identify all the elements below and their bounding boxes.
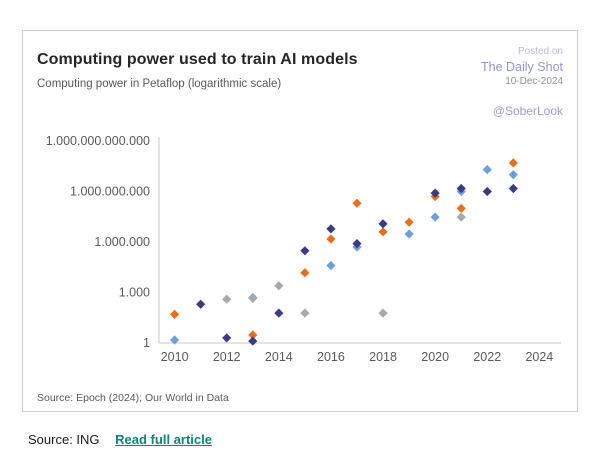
series-navy-point xyxy=(430,188,440,198)
x-tick-label: 2024 xyxy=(525,350,553,364)
y-tick-label: 1.000.000 xyxy=(94,235,150,249)
title-block: Computing power used to train AI models … xyxy=(37,45,358,90)
series-light-blue-point xyxy=(508,170,518,180)
posted-on-label: Posted on xyxy=(517,46,563,57)
series-navy-point xyxy=(248,336,258,346)
series-orange-point xyxy=(404,217,414,227)
series-gray-point xyxy=(274,281,284,291)
series-navy-point xyxy=(352,239,362,249)
series-navy-point xyxy=(300,246,310,256)
series-gray-point xyxy=(248,293,258,304)
series-gray-point xyxy=(456,212,466,222)
x-tick-label: 2014 xyxy=(265,350,293,364)
source-label: Source: ING xyxy=(28,432,100,447)
series-navy-point xyxy=(482,186,492,197)
series-navy-point xyxy=(274,308,284,318)
x-tick-label: 2016 xyxy=(317,350,345,364)
series-orange-point xyxy=(352,198,362,208)
series-orange-point xyxy=(378,227,388,237)
chart-title: Computing power used to train AI models xyxy=(37,51,358,68)
series-navy-point xyxy=(508,183,518,194)
series-orange-point xyxy=(508,158,518,168)
y-tick-label: 1 xyxy=(143,336,150,350)
series-orange-point xyxy=(300,268,310,278)
series-light-blue-point xyxy=(482,165,492,175)
y-tick-label: 1.000.000.000.000 xyxy=(46,134,150,148)
series-light-blue-point xyxy=(430,212,440,222)
y-tick-label: 1.000.000.000 xyxy=(70,185,150,199)
chart-subtitle: Computing power in Petaflop (logarithmic… xyxy=(37,78,282,90)
chart-card: Computing power used to train AI models … xyxy=(22,30,578,412)
chart-area: 1 1.000 1.000.000 1.000.000.000 1.000.000.00… xyxy=(37,129,563,386)
series-orange-point xyxy=(170,309,180,320)
posted-date: 10-Dec-2024 xyxy=(505,76,563,88)
card-header: Computing power used to train AI models … xyxy=(37,45,563,119)
sober-look-handle: @SoberLook xyxy=(492,103,563,118)
read-full-article-link[interactable]: Read full article xyxy=(115,432,212,447)
series-light-blue-point xyxy=(326,260,336,271)
x-tick-label: 2010 xyxy=(161,350,189,364)
series-light-blue-point xyxy=(404,229,414,239)
x-tick-label: 2012 xyxy=(213,350,241,364)
x-tick-label: 2018 xyxy=(369,350,397,364)
series-navy-point xyxy=(196,299,206,309)
bottom-source-row: Source: ING Read full article xyxy=(28,432,212,447)
series-navy-point xyxy=(456,183,466,194)
chart-source-note: Source: Epoch (2024); Our World in Data xyxy=(37,392,229,405)
posted-block: Posted on The Daily Shot 10-Dec-2024 @So… xyxy=(481,45,563,119)
scatter-chart: 1 1.000 1.000.000 1.000.000.000 1.000.000.00… xyxy=(46,134,561,364)
series-orange-point xyxy=(456,203,466,213)
x-tick-label: 2020 xyxy=(421,350,449,364)
daily-shot-label: The Daily Shot xyxy=(481,59,563,74)
series-gray-point xyxy=(378,308,388,318)
series-navy-point xyxy=(326,224,336,234)
x-tick-label: 2022 xyxy=(473,350,501,364)
series-gray-point xyxy=(222,294,232,304)
y-tick-label: 1.000 xyxy=(119,286,150,300)
series-gray-point xyxy=(300,308,310,318)
series-navy-point xyxy=(222,333,232,343)
series-navy-point xyxy=(378,219,388,229)
series-orange-point xyxy=(326,234,336,244)
